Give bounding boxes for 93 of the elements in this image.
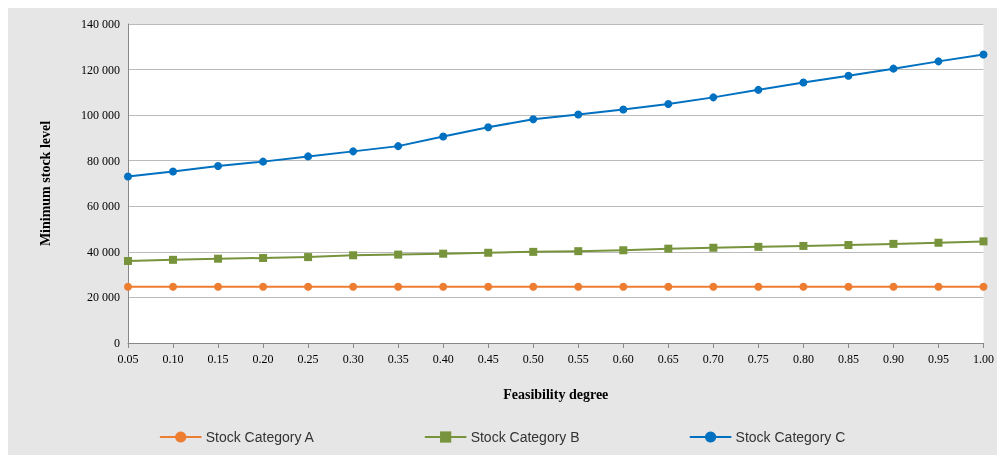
point <box>394 282 403 291</box>
x-tick-label: 0.65 <box>657 352 679 366</box>
x-tick-label: 0.05 <box>117 352 139 366</box>
point <box>664 99 673 108</box>
point <box>889 239 898 248</box>
point <box>709 93 718 102</box>
point <box>169 167 178 176</box>
point <box>754 85 763 94</box>
x-tick-label: 0.10 <box>162 352 184 366</box>
y-tick-label: 140 000 <box>81 17 120 31</box>
point <box>574 110 583 119</box>
point <box>259 254 268 263</box>
x-tick-label: 0.95 <box>927 352 949 366</box>
point <box>934 282 943 291</box>
point <box>439 282 448 291</box>
point <box>754 242 763 251</box>
point <box>889 282 898 291</box>
point <box>799 241 808 250</box>
point <box>349 251 358 260</box>
x-tick-label: 0.15 <box>207 352 229 366</box>
point <box>799 78 808 87</box>
y-tick-label: 100 000 <box>81 108 120 123</box>
x-tick-label: 0.40 <box>432 352 454 366</box>
y-tick-label: 120 000 <box>81 62 120 77</box>
point <box>529 115 538 124</box>
x-tick-label: 0.70 <box>702 352 724 366</box>
x-tick-label: 0.30 <box>342 352 364 366</box>
point <box>214 161 223 170</box>
x-tick-label: 0.60 <box>612 352 634 366</box>
point <box>934 238 943 247</box>
x-tick-label: 0.80 <box>792 352 814 366</box>
y-tick-label: 40 000 <box>87 244 120 259</box>
point <box>169 255 178 264</box>
point <box>754 282 763 291</box>
point <box>979 237 988 246</box>
point <box>529 247 538 256</box>
point <box>619 105 628 114</box>
y-tick-label: 80 000 <box>87 153 120 168</box>
point <box>664 282 673 291</box>
point <box>349 282 358 291</box>
x-tick-label: 0.20 <box>252 352 274 366</box>
x-tick-label: 0.25 <box>297 352 319 366</box>
point <box>439 132 448 141</box>
point <box>979 50 988 59</box>
point <box>259 282 268 291</box>
point <box>124 172 132 181</box>
point <box>709 243 718 252</box>
x-tick-label: 0.90 <box>882 352 904 366</box>
x-tick-label: 0.55 <box>567 352 589 366</box>
point <box>349 147 358 156</box>
point <box>169 282 178 291</box>
y-axis-title: Minimum stock level <box>37 120 53 247</box>
point <box>124 282 132 291</box>
point <box>214 282 223 291</box>
legend-label: Stock Category A <box>205 429 315 445</box>
legend-label: Stock Category C <box>735 429 846 445</box>
legend-label: Stock Category B <box>470 429 580 445</box>
point <box>304 282 313 291</box>
point <box>484 248 493 257</box>
point <box>304 152 313 161</box>
point <box>214 254 223 263</box>
point <box>394 142 403 151</box>
x-tick-label: 0.50 <box>522 352 544 366</box>
x-tick-label: 0.85 <box>837 352 859 366</box>
point <box>259 157 268 166</box>
point <box>124 256 132 265</box>
point <box>574 282 583 291</box>
point <box>574 247 583 256</box>
point <box>439 249 448 258</box>
x-tick-label: 1.00 <box>973 352 994 366</box>
x-tick-label: 0.75 <box>747 352 769 366</box>
point <box>934 57 943 66</box>
x-tick-label: 0.45 <box>477 352 499 366</box>
point <box>844 71 853 80</box>
point <box>619 246 628 255</box>
point <box>394 250 403 259</box>
point <box>844 241 853 250</box>
point <box>844 282 853 291</box>
y-tick-label: 20 000 <box>87 290 120 305</box>
point <box>979 282 988 291</box>
x-tick-label: 0.35 <box>387 352 409 366</box>
point <box>529 282 538 291</box>
point <box>709 282 718 291</box>
y-tick-label: 60 000 <box>87 199 120 214</box>
point <box>484 123 493 132</box>
point <box>799 282 808 291</box>
point <box>484 282 493 291</box>
point <box>889 64 898 73</box>
point <box>664 244 673 253</box>
y-tick-label: 0 <box>114 336 120 350</box>
x-axis-title: Feasibility degree <box>503 386 609 402</box>
point <box>619 282 628 291</box>
point <box>304 253 313 262</box>
